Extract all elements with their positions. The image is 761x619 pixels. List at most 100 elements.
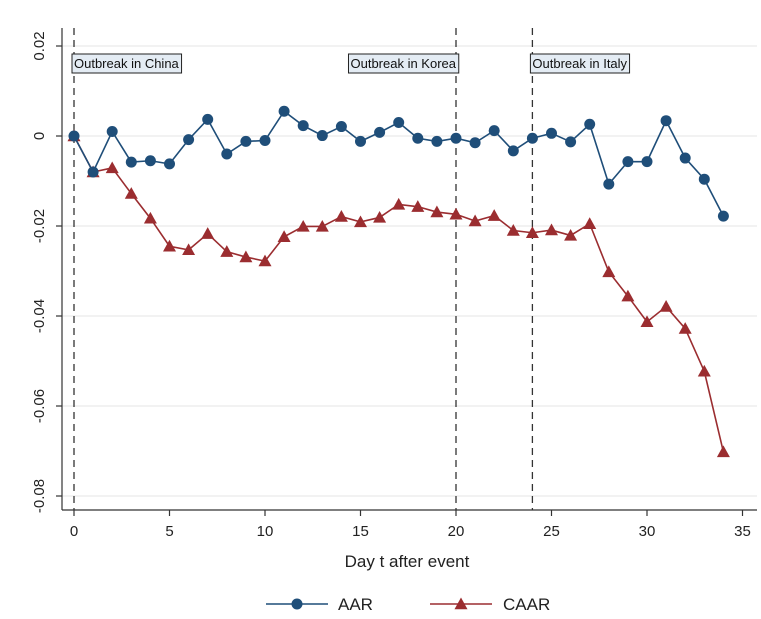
axes: 0.02 0 -0.02 -0.04 -0.06 -0.08 0 5 10 15 20 25 30 35 bbox=[31, 28, 757, 540]
annotation-box bbox=[529, 53, 631, 74]
x-tick-label: 25 bbox=[543, 523, 560, 540]
data-point-caar bbox=[525, 226, 539, 238]
y-tick-label: 0.02 bbox=[31, 31, 48, 60]
data-point-caar bbox=[373, 210, 387, 223]
legend-marker-aar bbox=[291, 598, 303, 610]
data-point-aar bbox=[278, 105, 290, 117]
data-point-aar bbox=[68, 130, 80, 142]
data-point-caar bbox=[506, 224, 520, 236]
x-tick-label: 10 bbox=[257, 523, 274, 540]
data-point-aar bbox=[679, 152, 691, 164]
data-point-aar bbox=[412, 132, 424, 144]
x-tick-label: 15 bbox=[352, 523, 369, 540]
data-point-aar bbox=[393, 117, 405, 128]
annotation-box bbox=[347, 53, 460, 74]
data-point-aar bbox=[374, 126, 386, 138]
data-point-aar bbox=[450, 132, 462, 144]
data-point-caar bbox=[354, 215, 367, 228]
data-point-caar bbox=[449, 207, 463, 220]
data-point-caar bbox=[392, 197, 406, 210]
data-point-caar bbox=[182, 243, 196, 256]
data-point-caar bbox=[143, 211, 157, 224]
x-tick-label: 5 bbox=[165, 523, 173, 540]
data-point-caar bbox=[659, 300, 673, 312]
data-point-aar bbox=[221, 148, 233, 160]
data-point-caar bbox=[220, 245, 234, 257]
legend-item-aar: AAR bbox=[266, 595, 373, 614]
data-point-aar bbox=[87, 166, 99, 178]
data-point-caar bbox=[583, 217, 597, 229]
data-point-caar bbox=[468, 214, 482, 227]
data-point-aar bbox=[584, 118, 596, 130]
annotation-text: Outbreak in Korea bbox=[350, 56, 456, 71]
series bbox=[67, 105, 730, 458]
data-point-aar bbox=[240, 135, 252, 147]
x-tick-label: 0 bbox=[70, 523, 78, 540]
annotation-label: Outbreak in Korea bbox=[347, 53, 460, 74]
data-point-aar bbox=[488, 125, 500, 137]
data-point-caar bbox=[124, 187, 138, 199]
data-point-caar bbox=[430, 205, 444, 218]
data-point-aar bbox=[202, 113, 214, 125]
data-point-aar bbox=[717, 210, 729, 222]
data-point-caar bbox=[621, 289, 635, 302]
data-point-aar bbox=[526, 132, 538, 144]
x-axis-title: Day t after event bbox=[345, 552, 470, 571]
annotation-text: Outbreak in Italy bbox=[532, 56, 627, 71]
data-point-caar bbox=[105, 161, 119, 174]
y-tick-label: 0 bbox=[31, 132, 48, 140]
data-point-aar bbox=[144, 155, 156, 167]
data-point-aar bbox=[259, 135, 271, 146]
annotation-label: Outbreak in Italy bbox=[529, 53, 631, 74]
data-point-aar bbox=[603, 178, 615, 190]
data-point-aar bbox=[355, 135, 366, 147]
y-tick-label: -0.08 bbox=[31, 479, 48, 513]
data-point-aar bbox=[507, 145, 519, 157]
legend-marker-caar bbox=[454, 597, 468, 610]
x-tick-label: 30 bbox=[639, 523, 656, 540]
annotation-text: Outbreak in China bbox=[74, 56, 180, 71]
data-point-aar bbox=[698, 173, 710, 185]
data-point-aar bbox=[164, 158, 175, 170]
y-tick-label: -0.02 bbox=[31, 209, 48, 243]
annotations: Outbreak in China Outbreak in Korea Outbre… bbox=[71, 53, 631, 74]
data-point-aar bbox=[622, 156, 634, 168]
data-point-caar bbox=[602, 265, 616, 278]
data-point-aar bbox=[660, 115, 672, 127]
data-point-aar bbox=[106, 126, 118, 137]
data-point-aar bbox=[546, 127, 557, 139]
data-point-caar bbox=[545, 223, 558, 236]
data-point-caar bbox=[201, 227, 215, 239]
data-point-caar bbox=[564, 228, 578, 241]
data-point-aar bbox=[297, 120, 309, 132]
x-tick-label: 20 bbox=[448, 523, 465, 540]
annotation-box bbox=[71, 53, 183, 74]
data-point-caar bbox=[487, 209, 501, 221]
data-point-caar bbox=[334, 210, 348, 222]
data-point-aar bbox=[641, 156, 653, 168]
data-point-caar bbox=[716, 445, 730, 458]
legend: AAR CAAR bbox=[266, 595, 550, 614]
legend-label-caar: CAAR bbox=[503, 595, 550, 614]
data-point-aar bbox=[316, 130, 328, 142]
event-lines bbox=[73, 28, 534, 510]
y-tick-label: -0.06 bbox=[31, 389, 48, 423]
data-point-caar bbox=[277, 230, 291, 242]
data-point-aar bbox=[431, 135, 443, 147]
data-point-aar bbox=[469, 137, 481, 149]
x-tick-label: 35 bbox=[734, 523, 751, 540]
data-point-caar bbox=[411, 200, 425, 212]
series-aar bbox=[68, 105, 729, 222]
data-point-caar bbox=[678, 322, 692, 334]
data-point-caar bbox=[296, 219, 310, 232]
data-point-caar bbox=[258, 254, 272, 267]
data-point-caar bbox=[239, 250, 253, 263]
data-point-caar bbox=[163, 239, 176, 252]
y-tick-label: -0.04 bbox=[31, 299, 48, 333]
data-point-aar bbox=[335, 121, 347, 133]
data-point-caar bbox=[640, 315, 654, 328]
series-caar bbox=[67, 129, 730, 458]
data-point-aar bbox=[125, 156, 137, 168]
legend-label-aar: AAR bbox=[338, 595, 373, 614]
